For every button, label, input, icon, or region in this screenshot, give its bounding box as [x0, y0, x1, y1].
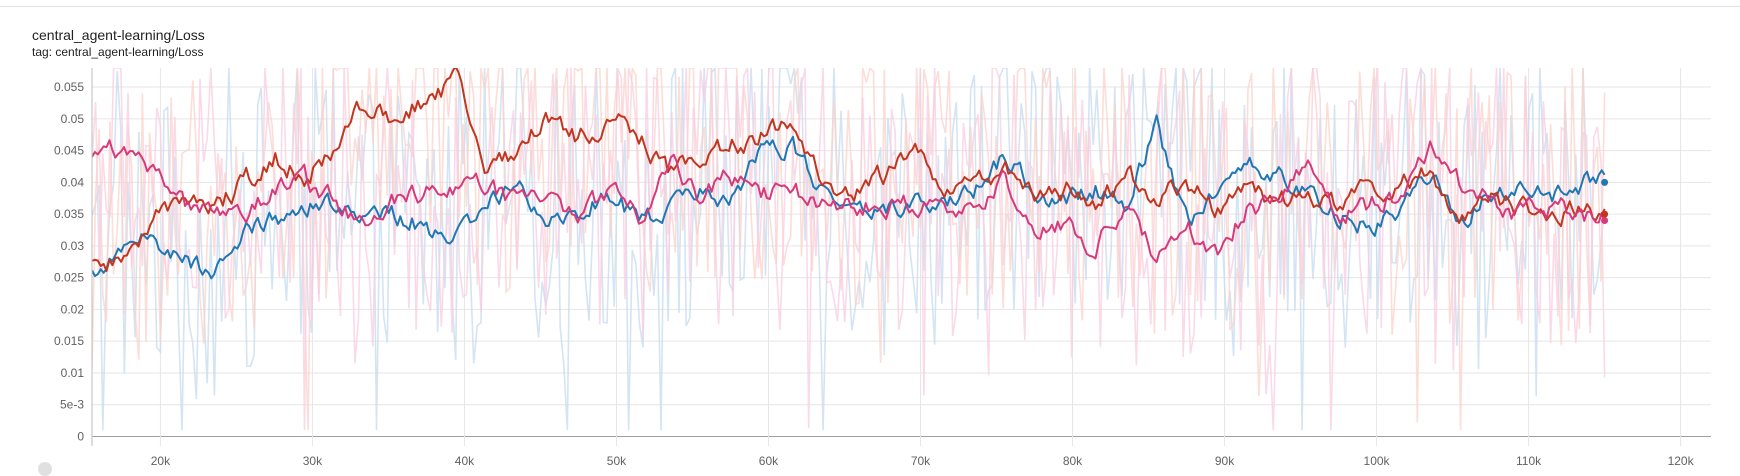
- chart-tag: tag: central_agent-learning/Loss: [32, 45, 204, 59]
- y-tick-label: 0.015: [54, 334, 84, 348]
- x-tick-label: 120k: [1668, 454, 1695, 468]
- chart-title: central_agent-learning/Loss: [32, 27, 205, 43]
- series-end-marker: [1601, 210, 1609, 218]
- y-tick-label: 0.055: [54, 80, 84, 94]
- x-tick-label: 20k: [151, 454, 171, 468]
- x-tick-label: 90k: [1215, 454, 1235, 468]
- x-tick-label: 50k: [607, 454, 627, 468]
- y-tick-label: 0.03: [61, 239, 85, 253]
- y-tick-label: 0.035: [54, 207, 84, 221]
- x-tick-label: 60k: [759, 454, 779, 468]
- series-end-marker: [1601, 216, 1609, 224]
- raw-series-layer: [92, 68, 1606, 431]
- x-tick-label: 40k: [455, 454, 475, 468]
- expand-toggle-icon[interactable]: [38, 462, 52, 476]
- x-tick-label: 70k: [911, 454, 931, 468]
- x-tick-label: 30k: [303, 454, 323, 468]
- x-tick-label: 80k: [1063, 454, 1083, 468]
- y-tick-label: 0.045: [54, 144, 84, 158]
- x-tick-label: 110k: [1516, 454, 1542, 468]
- smoothed-series-line: [92, 139, 1606, 264]
- series-end-marker: [1601, 178, 1609, 186]
- y-tick-label: 0.01: [61, 366, 85, 380]
- y-tick-label: 0: [77, 429, 84, 443]
- y-tick-label: 5e-3: [60, 398, 84, 412]
- y-tick-label: 0.05: [61, 112, 85, 126]
- chart-axes: 0 5e-3 0.01 0.015 0.02 0.025 0.03 0.035 0.04 0.04…: [54, 68, 1695, 468]
- y-tick-label: 0.02: [61, 302, 85, 316]
- card-top-divider: [0, 6, 1740, 7]
- smoothed-series-layer: [92, 68, 1606, 280]
- raw-series-line: [92, 68, 1606, 431]
- x-tick-label: 100k: [1364, 454, 1391, 468]
- smoothed-series-line: [92, 68, 1606, 272]
- series-end-markers: [1601, 178, 1609, 224]
- y-tick-label: 0.025: [54, 271, 84, 285]
- y-tick-label: 0.04: [61, 175, 85, 189]
